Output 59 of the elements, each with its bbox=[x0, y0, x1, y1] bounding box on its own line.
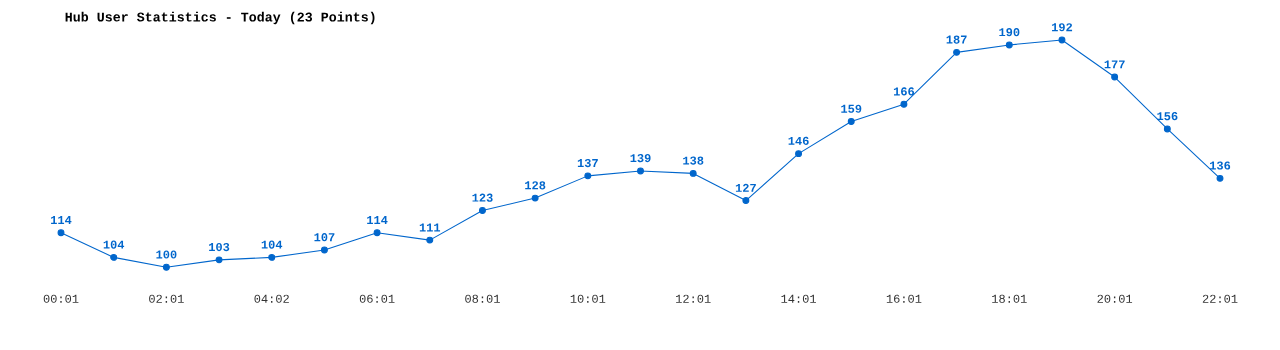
point bbox=[1111, 73, 1119, 81]
data-label: 123 bbox=[472, 193, 493, 202]
x-tick-label: 02:01 bbox=[149, 294, 184, 303]
data-label: 128 bbox=[525, 181, 546, 190]
data-label: 100 bbox=[156, 250, 177, 259]
point bbox=[584, 172, 592, 180]
x-tick-label: 16:01 bbox=[886, 294, 922, 303]
x-tick-label: 06:01 bbox=[359, 294, 395, 303]
point bbox=[215, 256, 223, 264]
point bbox=[689, 169, 697, 177]
point bbox=[1058, 36, 1066, 44]
data-label: 111 bbox=[419, 223, 441, 232]
data-label: 159 bbox=[841, 104, 862, 113]
x-tick-label: 14:01 bbox=[781, 294, 816, 303]
point bbox=[795, 150, 803, 158]
data-label: 192 bbox=[1051, 23, 1073, 32]
x-tick-label: 22:01 bbox=[1202, 294, 1238, 303]
point bbox=[1163, 125, 1171, 133]
point bbox=[847, 118, 855, 125]
point bbox=[162, 263, 170, 271]
point bbox=[953, 48, 961, 56]
data-label: 114 bbox=[367, 216, 388, 224]
point bbox=[478, 206, 486, 214]
x-tick-label: 18:01 bbox=[992, 294, 1027, 303]
point bbox=[637, 167, 644, 175]
data-label: 137 bbox=[577, 158, 598, 168]
data-label: 190 bbox=[999, 28, 1020, 37]
point bbox=[1005, 41, 1013, 49]
data-label: 138 bbox=[683, 156, 704, 165]
data-label: 104 bbox=[261, 240, 283, 249]
data-label: 156 bbox=[1157, 112, 1178, 121]
x-tick-label: 00:01 bbox=[43, 294, 79, 303]
x-tick-label: 04:02 bbox=[254, 294, 289, 303]
data-label: 104 bbox=[103, 240, 125, 249]
point bbox=[57, 229, 65, 237]
data-label: 103 bbox=[209, 242, 230, 252]
point bbox=[373, 229, 381, 237]
point bbox=[742, 197, 750, 205]
data-label: 127 bbox=[735, 183, 756, 192]
data-label: 139 bbox=[630, 154, 651, 163]
data-label: 136 bbox=[1210, 161, 1231, 170]
point bbox=[900, 100, 908, 108]
point bbox=[110, 253, 118, 261]
data-label: 107 bbox=[314, 233, 335, 242]
x-tick-label: 08:01 bbox=[465, 294, 500, 303]
point bbox=[268, 253, 276, 261]
point bbox=[1216, 174, 1224, 182]
data-label: 187 bbox=[946, 35, 967, 44]
point bbox=[320, 246, 328, 254]
point bbox=[426, 236, 434, 244]
point bbox=[531, 194, 539, 202]
data-label: 114 bbox=[51, 216, 72, 224]
data-label: 166 bbox=[893, 87, 915, 96]
x-tick-label: 12:01 bbox=[676, 294, 711, 303]
x-tick-label: 10:01 bbox=[570, 294, 606, 303]
chart-title: Hub User Statistics - Today (23 Points) bbox=[65, 11, 375, 25]
data-label: 146 bbox=[788, 136, 809, 145]
data-label: 177 bbox=[1104, 60, 1125, 69]
x-tick-label: 20:01 bbox=[1097, 294, 1133, 303]
